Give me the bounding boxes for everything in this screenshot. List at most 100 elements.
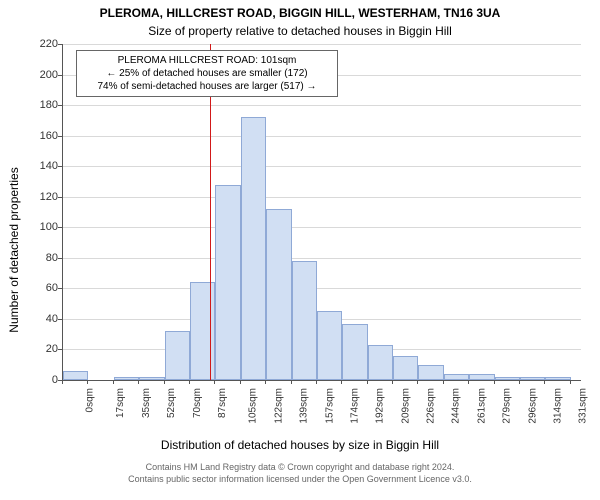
y-tick-label: 220 bbox=[30, 38, 58, 50]
x-tick-label: 70sqm bbox=[192, 388, 203, 418]
x-tick bbox=[443, 380, 444, 384]
y-tick bbox=[58, 105, 62, 106]
x-tick-label: 87sqm bbox=[217, 388, 228, 418]
x-tick-label: 296sqm bbox=[527, 388, 538, 424]
y-axis-label: Number of detached properties bbox=[7, 167, 21, 332]
y-tick bbox=[58, 258, 62, 259]
y-tick bbox=[58, 349, 62, 350]
y-tick bbox=[58, 197, 62, 198]
y-gridline bbox=[63, 44, 581, 45]
y-tick bbox=[58, 227, 62, 228]
x-tick bbox=[417, 380, 418, 384]
x-axis-label: Distribution of detached houses by size … bbox=[0, 438, 600, 452]
y-tick-label: 40 bbox=[30, 313, 58, 325]
histogram-bar bbox=[545, 377, 570, 380]
x-tick-label: 209sqm bbox=[400, 388, 411, 424]
y-gridline bbox=[63, 136, 581, 137]
x-tick-label: 261sqm bbox=[476, 388, 487, 424]
histogram-bar bbox=[368, 345, 393, 380]
histogram-bar bbox=[520, 377, 545, 380]
x-tick bbox=[341, 380, 342, 384]
histogram-bar bbox=[63, 371, 88, 380]
y-gridline bbox=[63, 227, 581, 228]
footer-attribution: Contains HM Land Registry data © Crown c… bbox=[0, 462, 600, 485]
x-tick-label: 0sqm bbox=[84, 388, 95, 412]
x-tick bbox=[367, 380, 368, 384]
histogram-bar bbox=[469, 374, 494, 380]
x-tick bbox=[240, 380, 241, 384]
y-tick bbox=[58, 75, 62, 76]
x-tick-label: 174sqm bbox=[349, 388, 360, 424]
x-tick-label: 35sqm bbox=[141, 388, 152, 418]
x-tick bbox=[570, 380, 571, 384]
y-tick-label: 60 bbox=[30, 282, 58, 294]
histogram-bar bbox=[418, 365, 443, 380]
x-tick-label: 17sqm bbox=[115, 388, 126, 418]
annotation-line-1: PLEROMA HILLCREST ROAD: 101sqm bbox=[83, 54, 331, 67]
x-tick bbox=[62, 380, 63, 384]
x-tick bbox=[265, 380, 266, 384]
x-tick bbox=[544, 380, 545, 384]
x-tick-label: 157sqm bbox=[324, 388, 335, 424]
footer-line-2: Contains public sector information licen… bbox=[0, 474, 600, 486]
histogram-bar bbox=[190, 282, 215, 380]
histogram-bar bbox=[342, 324, 367, 381]
histogram-bar bbox=[139, 377, 164, 380]
y-tick bbox=[58, 319, 62, 320]
histogram-bar bbox=[317, 311, 342, 380]
x-tick-label: 105sqm bbox=[248, 388, 259, 424]
y-tick-label: 0 bbox=[30, 374, 58, 386]
x-tick bbox=[113, 380, 114, 384]
y-tick-label: 120 bbox=[30, 191, 58, 203]
y-tick bbox=[58, 44, 62, 45]
y-tick bbox=[58, 288, 62, 289]
histogram-bar bbox=[114, 377, 139, 380]
x-tick-label: 226sqm bbox=[426, 388, 437, 424]
x-tick bbox=[214, 380, 215, 384]
footer-line-1: Contains HM Land Registry data © Crown c… bbox=[0, 462, 600, 474]
x-tick-label: 244sqm bbox=[451, 388, 462, 424]
x-tick-label: 122sqm bbox=[273, 388, 284, 424]
chart-title-address: PLEROMA, HILLCREST ROAD, BIGGIN HILL, WE… bbox=[0, 6, 600, 20]
y-tick-label: 20 bbox=[30, 343, 58, 355]
y-tick bbox=[58, 136, 62, 137]
x-tick bbox=[519, 380, 520, 384]
y-tick-label: 80 bbox=[30, 252, 58, 264]
y-gridline bbox=[63, 166, 581, 167]
chart-container: PLEROMA, HILLCREST ROAD, BIGGIN HILL, WE… bbox=[0, 0, 600, 500]
x-tick bbox=[189, 380, 190, 384]
y-gridline bbox=[63, 105, 581, 106]
y-tick-label: 140 bbox=[30, 160, 58, 172]
y-gridline bbox=[63, 288, 581, 289]
histogram-bar bbox=[266, 209, 291, 380]
y-gridline bbox=[63, 197, 581, 198]
histogram-bar bbox=[241, 117, 266, 380]
x-tick-label: 331sqm bbox=[578, 388, 589, 424]
y-gridline bbox=[63, 258, 581, 259]
x-tick bbox=[291, 380, 292, 384]
x-tick bbox=[468, 380, 469, 384]
annotation-line-2: ← 25% of detached houses are smaller (17… bbox=[83, 67, 331, 80]
y-tick bbox=[58, 166, 62, 167]
x-tick bbox=[164, 380, 165, 384]
histogram-bar bbox=[215, 185, 240, 380]
histogram-bar bbox=[393, 356, 418, 380]
x-tick-label: 192sqm bbox=[375, 388, 386, 424]
histogram-bar bbox=[292, 261, 317, 380]
x-tick bbox=[494, 380, 495, 384]
chart-subtitle: Size of property relative to detached ho… bbox=[0, 24, 600, 38]
x-tick-label: 279sqm bbox=[502, 388, 513, 424]
y-tick-label: 100 bbox=[30, 221, 58, 233]
y-tick-label: 180 bbox=[30, 99, 58, 111]
y-tick-label: 160 bbox=[30, 130, 58, 142]
x-tick bbox=[392, 380, 393, 384]
x-tick bbox=[316, 380, 317, 384]
histogram-bar bbox=[165, 331, 190, 380]
annotation-line-3: 74% of semi-detached houses are larger (… bbox=[83, 80, 331, 93]
histogram-bar bbox=[444, 374, 469, 380]
x-tick bbox=[138, 380, 139, 384]
y-tick-label: 200 bbox=[30, 69, 58, 81]
x-tick-label: 314sqm bbox=[553, 388, 564, 424]
x-tick-label: 52sqm bbox=[166, 388, 177, 418]
x-tick bbox=[87, 380, 88, 384]
